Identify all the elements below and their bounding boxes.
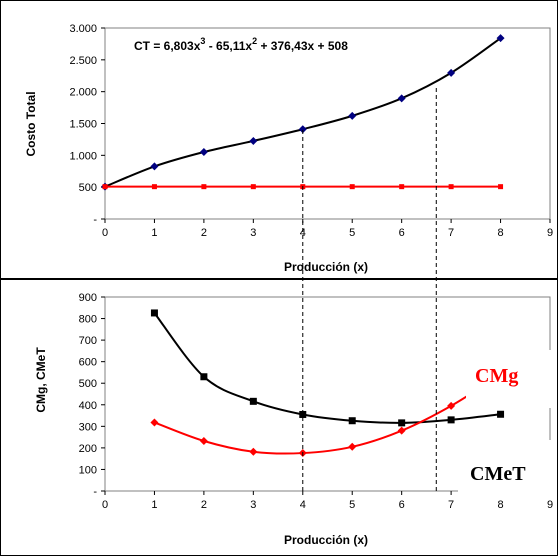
bottom-y-tick-label: 300	[79, 421, 97, 433]
top-series-1-point	[250, 184, 256, 190]
bottom-x-tick-label: 7	[448, 499, 454, 511]
top-x-tick-label: 4	[300, 227, 306, 239]
top-series-1-point	[201, 184, 207, 190]
top-y-tick-label: 1.500	[69, 119, 97, 131]
cmg-label-bg	[466, 350, 556, 408]
top-series-0-point	[199, 148, 208, 157]
bottom-series-1-point	[249, 447, 258, 456]
top-series-1-point	[349, 184, 355, 190]
bottom-x-tick-label: 6	[399, 499, 405, 511]
cost-equation: CT = 6,803x3 - 65,11x2 + 376,43x + 508	[134, 36, 348, 53]
bottom-series-1-point	[150, 418, 159, 427]
bottom-x-tick-label: 0	[102, 499, 108, 511]
top-y-tick-label: 3.000	[69, 23, 97, 35]
top-x-tick-label: 8	[497, 227, 503, 239]
top-x-axis-label: Producción (x)	[284, 260, 368, 274]
bottom-y-tick-label: 600	[79, 357, 97, 369]
bottom-series-1-point	[199, 436, 208, 445]
bottom-series-0-point	[150, 309, 158, 317]
bottom-chart: Producción (x) CMg, CMeT -10020030040050…	[34, 292, 553, 547]
cmg-label: CMg	[475, 365, 518, 387]
top-series-1-point	[399, 184, 405, 190]
top-series-1-point	[151, 184, 157, 190]
bottom-y-tick-label: 100	[79, 464, 97, 476]
top-y-tick-label: 2.000	[69, 87, 97, 99]
top-y-tick-label: 2.500	[69, 55, 97, 67]
top-x-tick-label: 6	[399, 227, 405, 239]
top-series-0-line	[104, 37, 502, 188]
bottom-series-1-point	[447, 401, 456, 410]
top-x-tick-label: 5	[349, 227, 355, 239]
top-y-tick-label: 1.000	[69, 150, 97, 162]
top-x-tick-label: 7	[448, 227, 454, 239]
bottom-x-tick-label: 4	[300, 499, 306, 511]
bottom-x-tick-label: 5	[349, 499, 355, 511]
bottom-series-1-line	[154, 373, 502, 455]
top-x-tick-label: 2	[201, 227, 207, 239]
bottom-x-tick-label: 8	[497, 499, 503, 511]
bottom-y-axis-label: CMg, CMeT	[34, 347, 48, 413]
top-x-tick-label: 3	[250, 227, 256, 239]
top-x-tick-label: 1	[151, 227, 157, 239]
bottom-series-0-point	[249, 397, 257, 405]
bottom-y-tick-label: 200	[79, 443, 97, 455]
top-series-1-point	[498, 184, 504, 190]
bottom-y-tick-label: 900	[79, 292, 97, 304]
bottom-x-tick-label: 3	[250, 499, 256, 511]
bottom-series-0-point	[398, 419, 406, 427]
top-y-axis-label: Costo Total	[24, 91, 38, 156]
top-series-0-point	[397, 94, 406, 103]
cmet-label-bg	[458, 440, 554, 500]
bottom-series-1-point	[397, 426, 406, 435]
bottom-series-0-point	[200, 373, 208, 381]
bottom-x-tick-label: 1	[151, 499, 157, 511]
top-x-tick-label: 0	[102, 227, 108, 239]
bottom-y-tick-label: 500	[79, 378, 97, 390]
top-x-tick-label: 9	[547, 227, 553, 239]
bottom-y-tick-label: 700	[79, 335, 97, 347]
top-series-0-point	[348, 111, 357, 120]
top-chart: CT = 6,803x3 - 65,11x2 + 376,43x + 508 P…	[24, 23, 553, 274]
top-y-tick-label: -	[93, 214, 97, 226]
bottom-x-axis-label: Producción (x)	[284, 533, 368, 547]
top-series-0-point	[447, 68, 456, 77]
top-series-0-point	[496, 34, 505, 43]
bottom-y-tick-label: 400	[79, 400, 97, 412]
bottom-series-0-point	[299, 410, 307, 418]
top-series-1-point	[448, 184, 454, 190]
bottom-series-0-point	[447, 416, 455, 424]
top-series-1-point	[102, 184, 108, 190]
bottom-series-1-point	[348, 442, 357, 451]
bottom-series-0-point	[348, 417, 356, 425]
top-series-0-point	[150, 162, 159, 171]
bottom-x-tick-label: 9	[547, 499, 553, 511]
top-series-0-point	[249, 136, 258, 145]
cmet-label: CMeT	[470, 463, 526, 485]
guide-lines	[302, 88, 437, 491]
bottom-y-tick-label: -	[93, 486, 97, 498]
top-y-tick-label: 500	[79, 182, 97, 194]
bottom-x-tick-label: 2	[201, 499, 207, 511]
bottom-y-tick-label: 800	[79, 314, 97, 326]
top-series-0-point	[298, 125, 307, 134]
bottom-series-0-point	[497, 410, 505, 418]
